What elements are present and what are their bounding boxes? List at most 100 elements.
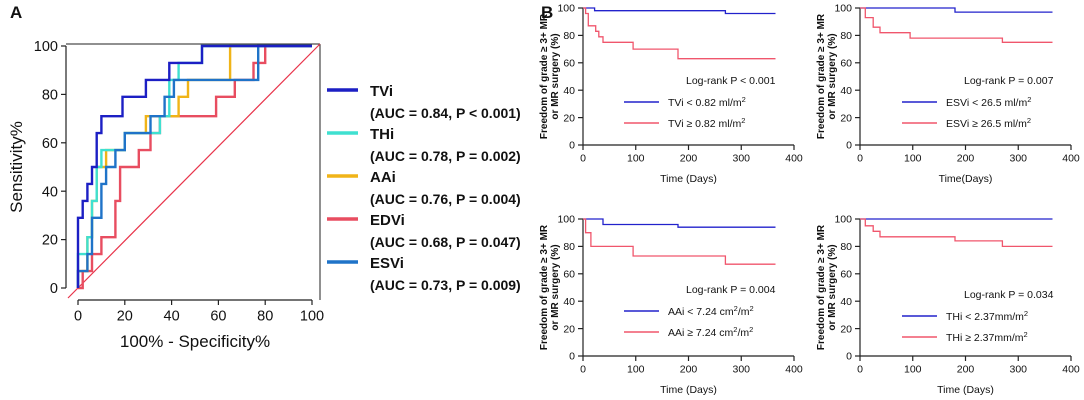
x-tick-label: 200 bbox=[957, 153, 975, 165]
y-tick-label: 0 bbox=[569, 351, 575, 363]
y-axis-label: Sensitivity% bbox=[7, 121, 26, 213]
x-tick-label: 300 bbox=[732, 153, 750, 165]
x-tick-label: 20 bbox=[117, 309, 133, 325]
y-tick-label: 40 bbox=[563, 296, 575, 308]
y-axis-label-line1: Freedom of grade ≥ 3+ MR bbox=[539, 224, 550, 350]
x-tick-label: 100 bbox=[904, 364, 922, 376]
x-tick-label: 0 bbox=[580, 153, 586, 165]
legend-name-tvi: TVi bbox=[370, 83, 393, 100]
roc-chart: 0 20 40 60 80 100 0 20 40 60 80 100 100% - Specifici… bbox=[7, 39, 521, 351]
y-tick-label: 80 bbox=[840, 30, 852, 42]
y-tick-label: 100 bbox=[34, 39, 58, 55]
y-tick-label: 0 bbox=[50, 281, 58, 297]
x-axis-label: Time (Days) bbox=[660, 173, 717, 185]
y-axis-label-line2: or MR surgery (%) bbox=[827, 244, 838, 330]
y-tick-label: 20 bbox=[840, 112, 852, 124]
x-tick-label: 0 bbox=[580, 364, 586, 376]
y-tick-label: 0 bbox=[846, 351, 852, 363]
x-tick-label: 60 bbox=[210, 309, 226, 325]
y-tick-label: 60 bbox=[840, 57, 852, 69]
km4-series-high bbox=[860, 218, 1053, 248]
x-tick-label: 80 bbox=[257, 309, 273, 325]
x-tick-label: 300 bbox=[1009, 153, 1027, 165]
y-tick-label: 40 bbox=[563, 85, 575, 97]
y-tick-label: 60 bbox=[563, 268, 575, 280]
y-axis-label-line1: Freedom of grade ≥ 3+ MR bbox=[539, 13, 550, 139]
legend-label-high: ESVi ≥ 26.5 ml/m2 bbox=[946, 116, 1031, 130]
legend-name-esvi: ESVi bbox=[370, 255, 404, 272]
logrank-text: Log-rank P = 0.007 bbox=[964, 75, 1054, 87]
legend-name-aai: AAi bbox=[370, 169, 396, 186]
reference-diagonal-line bbox=[67, 43, 321, 299]
legend-label-high: THi ≥ 2.37mm/m2 bbox=[946, 330, 1028, 344]
y-tick-label: 20 bbox=[563, 112, 575, 124]
legend-name-edvi: EDVi bbox=[370, 212, 405, 229]
logrank-text: Log-rank P < 0.001 bbox=[686, 75, 776, 87]
y-tick-label: 60 bbox=[563, 57, 575, 69]
legend-auc-aai: (AUC = 0.76, P = 0.004) bbox=[370, 191, 521, 207]
legend-label-low: AAi < 7.24 cm2/m2 bbox=[668, 304, 754, 318]
x-axis-label: Time (Days) bbox=[660, 384, 717, 396]
y-tick-label: 80 bbox=[563, 30, 575, 42]
x-tick-label: 200 bbox=[680, 153, 698, 165]
y-tick-label: 100 bbox=[834, 214, 852, 226]
km-chart-esvi: 0 20 40 60 80 100 0 100 200 300 400 Time(Days) Freed… bbox=[816, 3, 1080, 185]
km-chart-thi: 0 20 40 60 80 100 0 100 200 300 400 Time (Days) Free… bbox=[816, 214, 1080, 396]
y-tick-label: 100 bbox=[834, 3, 852, 15]
legend-label-low: ESVi < 26.5 ml/m2 bbox=[946, 95, 1031, 109]
x-tick-label: 400 bbox=[1062, 153, 1080, 165]
y-tick-label: 80 bbox=[840, 241, 852, 253]
y-tick-label: 80 bbox=[563, 241, 575, 253]
y-axis-label-line2: or MR surgery (%) bbox=[827, 33, 838, 119]
y-tick-label: 0 bbox=[569, 140, 575, 152]
y-tick-label: 100 bbox=[557, 214, 575, 226]
y-tick-label: 0 bbox=[846, 140, 852, 152]
y-tick-label: 100 bbox=[557, 3, 575, 15]
y-tick-label: 20 bbox=[42, 233, 58, 249]
y-tick-label: 20 bbox=[563, 323, 575, 335]
x-tick-label: 0 bbox=[857, 153, 863, 165]
y-axis-label-line2: or MR surgery (%) bbox=[550, 33, 561, 119]
km-chart-aai: 0 20 40 60 80 100 0 100 200 300 400 Time (Days) Free… bbox=[539, 214, 803, 396]
y-axis-label-line1: Freedom of grade ≥ 3+ MR bbox=[816, 224, 827, 350]
x-tick-label: 300 bbox=[1009, 364, 1027, 376]
x-tick-label: 400 bbox=[785, 153, 803, 165]
x-tick-label: 40 bbox=[164, 309, 180, 325]
legend-auc-esvi: (AUC = 0.73, P = 0.009) bbox=[370, 277, 521, 293]
legend-label-high: TVi ≥ 0.82 ml/m2 bbox=[668, 116, 745, 130]
panel-label-a: A bbox=[10, 3, 22, 22]
panel-label-b: B bbox=[541, 3, 553, 22]
x-axis-label: 100% - Specificity% bbox=[120, 332, 270, 351]
km3-series-low bbox=[583, 218, 776, 228]
x-tick-label: 300 bbox=[732, 364, 750, 376]
x-tick-label: 200 bbox=[680, 364, 698, 376]
legend-name-thi: THi bbox=[370, 126, 394, 143]
x-tick-label: 400 bbox=[785, 364, 803, 376]
y-tick-label: 20 bbox=[840, 323, 852, 335]
x-tick-label: 100 bbox=[300, 309, 324, 325]
km3-series-high bbox=[583, 218, 776, 265]
legend-label-high: AAi ≥ 7.24 cm2/m2 bbox=[668, 325, 753, 339]
x-tick-label: 0 bbox=[74, 309, 82, 325]
km2-series-high bbox=[860, 7, 1053, 43]
y-tick-label: 40 bbox=[42, 184, 58, 200]
x-axis-label: Time(Days) bbox=[939, 173, 993, 185]
km2-series-low bbox=[860, 7, 1053, 13]
x-tick-label: 0 bbox=[857, 364, 863, 376]
km1-series-high bbox=[583, 7, 776, 60]
km-chart-tvi: 0 20 40 60 80 100 0 100 200 300 400 Time (Days) Free… bbox=[539, 3, 803, 185]
y-tick-label: 40 bbox=[840, 296, 852, 308]
legend-label-low: THi < 2.37mm/m2 bbox=[946, 309, 1028, 323]
x-tick-label: 200 bbox=[957, 364, 975, 376]
y-axis-label-line2: or MR surgery (%) bbox=[550, 244, 561, 330]
y-tick-label: 80 bbox=[42, 87, 58, 103]
legend-auc-edvi: (AUC = 0.68, P = 0.047) bbox=[370, 234, 521, 250]
x-tick-label: 400 bbox=[1062, 364, 1080, 376]
legend-label-low: TVi < 0.82 ml/m2 bbox=[668, 95, 746, 109]
roc-series-tvi bbox=[76, 44, 312, 288]
roc-series-esvi bbox=[76, 44, 312, 288]
x-tick-label: 100 bbox=[627, 364, 645, 376]
x-tick-label: 100 bbox=[627, 153, 645, 165]
y-tick-label: 60 bbox=[42, 136, 58, 152]
